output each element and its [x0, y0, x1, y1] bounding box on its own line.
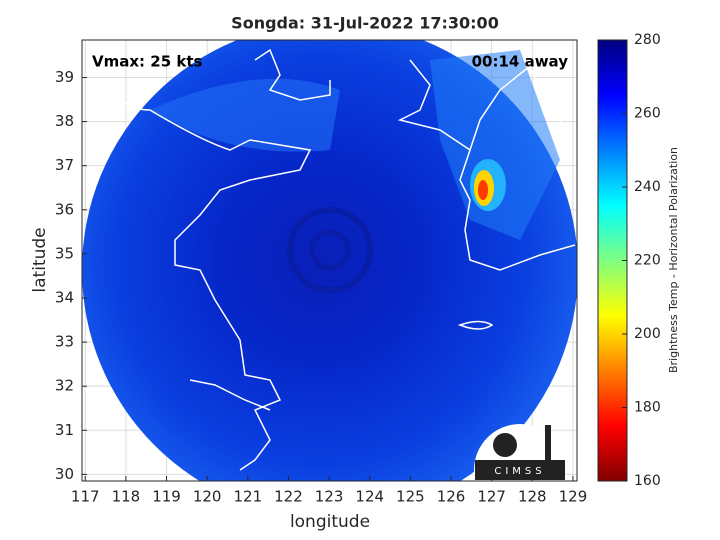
- colorbar-tick-label: 260: [634, 106, 661, 122]
- y-tick-label: 38: [55, 112, 74, 130]
- x-tick-label: 120: [193, 488, 222, 506]
- colorbar-tick-label: 200: [634, 326, 661, 342]
- swirl: [287, 207, 373, 293]
- logo-text: CIMSS: [494, 466, 545, 477]
- satellite-disk: CIMSS: [82, 40, 577, 481]
- swirl: [309, 229, 351, 271]
- x-tick-label: 121: [233, 488, 262, 506]
- y-tick-label: 32: [55, 377, 74, 395]
- y-tick-label: 39: [55, 68, 74, 86]
- y-tick-label: 33: [55, 333, 74, 351]
- y-tick-label: 37: [55, 156, 74, 174]
- y-tick-label: 36: [55, 200, 74, 218]
- title: Songda: 31-Jul-2022 17:30:00: [231, 14, 499, 33]
- x-tick-label: 127: [477, 488, 506, 506]
- y-axis-label: latitude: [30, 227, 50, 292]
- x-tick-label: 129: [559, 488, 588, 506]
- x-tick-label: 126: [437, 488, 466, 506]
- y-tick-label: 30: [55, 465, 74, 483]
- colorbar-tick-label: 160: [634, 473, 661, 489]
- x-tick-label: 122: [274, 488, 303, 506]
- colorbar-label: Brightness Temp - Horizontal Polarizatio…: [667, 147, 680, 373]
- x-tick-label: 118: [112, 488, 141, 506]
- colorbar-tick-label: 280: [634, 32, 661, 48]
- y-tick-label: 31: [55, 421, 74, 439]
- x-tick-label: 125: [396, 488, 425, 506]
- x-tick-label: 128: [518, 488, 547, 506]
- annotation: Vmax: 25 kts: [92, 53, 202, 71]
- colorbar-tick-label: 240: [634, 179, 661, 195]
- y-tick-label: 35: [55, 244, 74, 262]
- x-axis-label: longitude: [290, 512, 370, 532]
- coastlines: [107, 40, 576, 471]
- y-tick-label: 34: [55, 288, 74, 306]
- x-tick-label: 117: [71, 488, 100, 506]
- x-tick-label: 124: [355, 488, 384, 506]
- colorbar-tick-label: 180: [634, 400, 661, 416]
- x-tick-label: 123: [315, 488, 344, 506]
- x-tick-label: 119: [152, 488, 181, 506]
- colorbar-tick-label: 220: [634, 253, 661, 269]
- hotspot: [478, 180, 488, 200]
- annotation: 00:14 away: [472, 53, 569, 71]
- cloud: [430, 50, 560, 240]
- logo: CIMSS: [474, 424, 566, 481]
